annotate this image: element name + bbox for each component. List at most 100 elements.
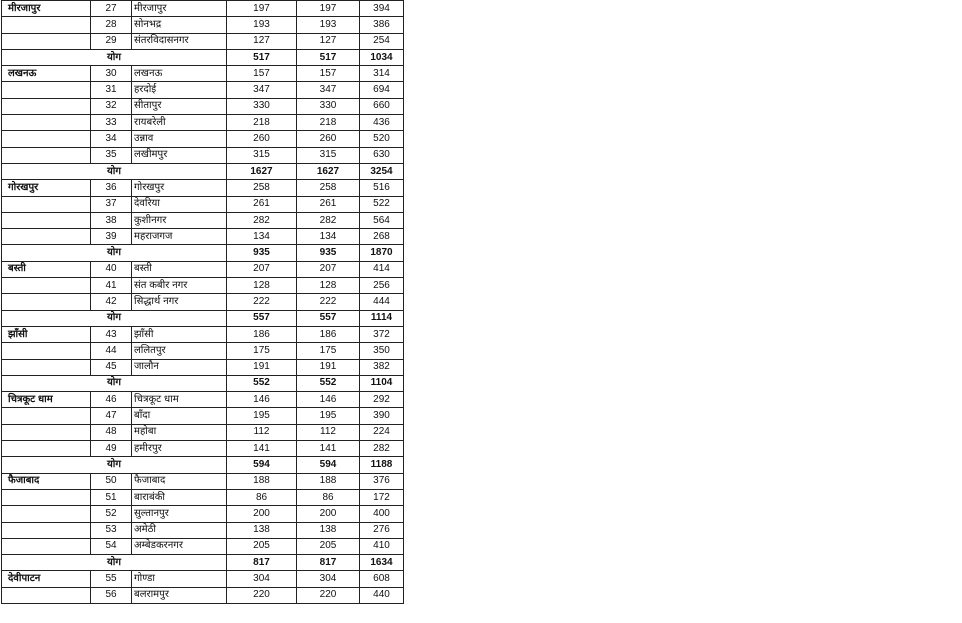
value-cell-total: 516 [359,179,404,197]
table-row: 35 लखीमपुर 315 315 630 [1,146,404,164]
value-cell-2: 138 [296,521,360,539]
value-cell-2: 191 [296,358,360,376]
serial-number-cell: 30 [90,65,132,83]
value-cell-2: 315 [296,146,360,164]
value-cell-2: 141 [296,440,360,458]
value-cell-1: 304 [226,570,297,588]
division-cell [1,228,91,246]
district-cell: महराजगज [131,228,227,246]
table-row: गोरखपुर 36 गोरखपुर 258 258 516 [1,179,404,197]
table-row: बस्ती 40 बस्ती 207 207 414 [1,260,404,279]
serial-number-cell: 48 [90,423,132,442]
table-row: 56 बलरामपुर 220 220 440 [1,586,404,604]
district-cell: गोण्डा [131,570,227,588]
table-row: झाँसी 43 झाँसी 186 186 372 [1,325,404,344]
district-cell: संत कबीर नगर [131,277,227,295]
table-row: 42 सिद्धार्थ नगर 222 222 444 [1,293,404,311]
value-cell-1: 195 [226,407,297,425]
division-cell [1,16,91,34]
table-row: लखनऊ 30 लखनऊ 157 157 314 [1,65,404,83]
table-row: 49 हमीरपुर 141 141 282 [1,440,404,458]
table-row: 31 हरदोई 347 347 694 [1,81,404,99]
division-cell: गोरखपुर [1,179,91,197]
value-cell-1: 347 [226,81,297,99]
value-cell-total: 172 [359,488,404,507]
district-cell: जालौन [131,358,227,376]
serial-number-cell: 34 [90,130,132,148]
table-row: 32 सीतापुर 330 330 660 [1,97,404,116]
division-cell: मीरजापुर [1,0,91,18]
total-row: योग 594 594 1188 [1,456,404,474]
value-cell-2: 218 [296,114,360,132]
value-cell-total: 400 [359,505,404,523]
value-cell-2: 817 [296,554,360,572]
district-cell: झाँसी [131,325,227,344]
value-cell-total: 224 [359,423,404,442]
table-row: चित्रकूट धाम 46 चित्रकूट धाम 146 146 292 [1,391,404,409]
value-cell-total: 372 [359,325,404,344]
district-cell: बाराबंकी [131,488,227,507]
table-row: 37 देवरिया 261 261 522 [1,195,404,213]
division-cell [1,293,91,311]
value-cell-2: 552 [296,374,360,393]
division-cell [1,423,91,442]
serial-number-cell: 28 [90,16,132,34]
value-cell-1: 261 [226,195,297,213]
value-cell-2: 205 [296,537,360,556]
table-row: 39 महराजगज 134 134 268 [1,228,404,246]
serial-number-cell: 56 [90,586,132,604]
value-cell-1: 817 [226,554,297,572]
value-cell-total: 694 [359,81,404,99]
division-cell [1,130,91,148]
table-row: 54 अम्बेडकरनगर 205 205 410 [1,537,404,556]
serial-number-cell: 55 [90,570,132,588]
table-row: 33 रायबरेली 218 218 436 [1,114,404,132]
division-cell [1,277,91,295]
table-row: देवीपाटन 55 गोण्डा 304 304 608 [1,570,404,588]
district-cell: महोबा [131,423,227,442]
value-cell-total: 608 [359,570,404,588]
district-cell: सोनभद्र [131,16,227,34]
value-cell-2: 188 [296,472,360,490]
value-cell-1: 134 [226,228,297,246]
table-row: 51 बाराबंकी 86 86 172 [1,488,404,507]
value-cell-1: 557 [226,309,297,327]
value-cell-total: 382 [359,358,404,376]
district-cell: बाँदा [131,407,227,425]
value-cell-total: 276 [359,521,404,539]
division-cell: बस्ती [1,260,91,279]
value-cell-2: 193 [296,16,360,34]
value-cell-2: 197 [296,0,360,18]
total-label: योग [1,48,227,67]
serial-number-cell: 38 [90,211,132,230]
value-cell-2: 195 [296,407,360,425]
value-cell-2: 1627 [296,162,360,181]
table-row: 45 जालौन 191 191 382 [1,358,404,376]
value-cell-1: 186 [226,325,297,344]
serial-number-cell: 40 [90,260,132,279]
value-cell-total: 520 [359,130,404,148]
serial-number-cell: 44 [90,342,132,360]
value-cell-2: 128 [296,277,360,295]
value-cell-total: 1634 [359,554,404,572]
division-cell [1,488,91,507]
value-cell-2: 207 [296,260,360,279]
value-cell-2: 127 [296,32,360,50]
table-row: 28 सोनभद्र 193 193 386 [1,16,404,34]
district-cell: मीरजापुर [131,0,227,18]
division-cell [1,211,91,230]
value-cell-1: 258 [226,179,297,197]
value-cell-total: 444 [359,293,404,311]
value-cell-total: 394 [359,0,404,18]
value-cell-1: 594 [226,456,297,474]
value-cell-1: 86 [226,488,297,507]
table-row: 52 सुल्तानपुर 200 200 400 [1,505,404,523]
division-cell: चित्रकूट धाम [1,391,91,409]
value-cell-2: 157 [296,65,360,83]
total-label: योग [1,162,227,181]
value-cell-1: 220 [226,586,297,604]
value-cell-total: 440 [359,586,404,604]
total-row: योग 557 557 1114 [1,309,404,327]
division-cell [1,195,91,213]
value-cell-1: 552 [226,374,297,393]
